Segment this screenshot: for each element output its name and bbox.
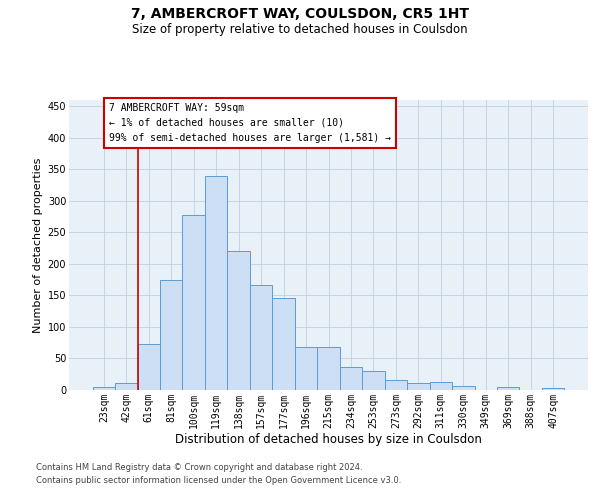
Bar: [227, 250, 250, 390]
Bar: [542, 388, 565, 390]
Bar: [250, 284, 272, 390]
Bar: [182, 216, 205, 390]
Bar: [430, 382, 452, 390]
Bar: [272, 298, 295, 390]
Bar: [295, 347, 317, 390]
Bar: [340, 368, 362, 390]
Bar: [115, 383, 137, 390]
Bar: [317, 347, 340, 390]
Bar: [497, 388, 520, 390]
Bar: [362, 371, 385, 390]
Text: 7, AMBERCROFT WAY, COULSDON, CR5 1HT: 7, AMBERCROFT WAY, COULSDON, CR5 1HT: [131, 8, 469, 22]
Bar: [205, 176, 227, 390]
Bar: [92, 388, 115, 390]
Text: 7 AMBERCROFT WAY: 59sqm
← 1% of detached houses are smaller (10)
99% of semi-det: 7 AMBERCROFT WAY: 59sqm ← 1% of detached…: [109, 103, 391, 143]
Bar: [137, 344, 160, 390]
Text: Size of property relative to detached houses in Coulsdon: Size of property relative to detached ho…: [132, 22, 468, 36]
Bar: [160, 280, 182, 390]
Bar: [452, 386, 475, 390]
Text: Distribution of detached houses by size in Coulsdon: Distribution of detached houses by size …: [175, 432, 482, 446]
Y-axis label: Number of detached properties: Number of detached properties: [34, 158, 43, 332]
Bar: [385, 380, 407, 390]
Text: Contains public sector information licensed under the Open Government Licence v3: Contains public sector information licen…: [36, 476, 401, 485]
Text: Contains HM Land Registry data © Crown copyright and database right 2024.: Contains HM Land Registry data © Crown c…: [36, 464, 362, 472]
Bar: [407, 383, 430, 390]
